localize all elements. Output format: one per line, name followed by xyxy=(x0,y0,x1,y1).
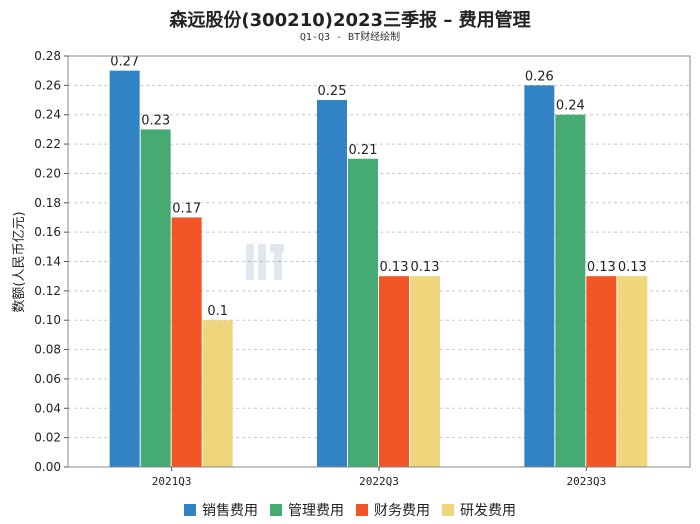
legend-swatch xyxy=(184,504,196,516)
y-tick-label: 0.14 xyxy=(34,255,61,269)
y-tick-label: 0.10 xyxy=(34,313,61,327)
bar xyxy=(317,100,347,468)
legend: 销售费用 管理费用 财务费用 研发费用 xyxy=(0,500,700,520)
x-tick-label: 2021Q3 xyxy=(152,475,192,488)
y-tick-label: 0.18 xyxy=(34,196,61,210)
chart-title: 森远股份(300210)2023三季报 – 费用管理 xyxy=(169,10,531,31)
y-tick-label: 0.00 xyxy=(34,460,61,474)
bar-chart: 0.270.230.170.10.250.210.13 0.130.260.240… xyxy=(12,49,691,488)
chart-subtitle: Q1-Q3 - BT财经绘制 xyxy=(299,32,401,43)
y-tick-label: 0.08 xyxy=(34,343,61,357)
y-tick-label: 0.22 xyxy=(34,137,61,151)
bar-value-label: 0.1 xyxy=(207,304,228,319)
bar-value-label: 0.26 xyxy=(525,69,554,84)
bar xyxy=(348,158,378,467)
bar xyxy=(555,114,586,467)
bar-value-label: 0.27 xyxy=(110,55,139,70)
bar-value-label: 0.13 xyxy=(618,260,647,275)
bar xyxy=(524,85,555,467)
y-axis-label: 数额(人民币亿元) xyxy=(12,211,27,312)
legend-label: 财务费用 xyxy=(374,503,430,519)
bar xyxy=(379,276,409,467)
y-tick-label: 0.06 xyxy=(34,372,61,386)
bar xyxy=(202,320,233,467)
legend-item[interactable]: 财务费用 xyxy=(356,500,430,520)
bar xyxy=(171,217,202,467)
legend-label: 销售费用 xyxy=(202,503,258,519)
bars-group xyxy=(109,70,648,468)
y-tick-labels: 0.00 0.02 0.04 0.06 0.08 0.10 0.12 0.14 0.16 0.18… xyxy=(34,49,68,474)
y-tick-label: 0.26 xyxy=(34,78,61,92)
x-tick-label: 2023Q3 xyxy=(566,475,606,488)
y-tick-label: 0.28 xyxy=(34,49,61,63)
bar-value-label: 0.13 xyxy=(587,260,616,275)
bar-value-label: 0.23 xyxy=(141,113,170,128)
y-tick-label: 0.16 xyxy=(34,225,61,239)
bar-value-label: 0.13 xyxy=(380,260,409,275)
x-tick-label: 2022Q3 xyxy=(359,475,399,488)
legend-swatch xyxy=(442,504,454,516)
bar-value-label: 0.24 xyxy=(556,99,585,114)
legend-item[interactable]: 研发费用 xyxy=(442,500,516,520)
bar xyxy=(586,276,617,467)
watermark xyxy=(246,244,284,280)
bar-value-label: 0.21 xyxy=(349,143,378,158)
bar-labels-group: 0.270.230.170.10.250.210.13 0.130.260.240… xyxy=(110,55,647,320)
bar xyxy=(410,276,440,467)
legend-swatch xyxy=(270,504,282,516)
bar-value-label: 0.25 xyxy=(318,84,347,99)
bar-value-label: 0.17 xyxy=(172,201,201,216)
bar xyxy=(140,129,171,467)
y-tick-label: 0.20 xyxy=(34,166,61,180)
legend-swatch xyxy=(356,504,368,516)
y-tick-label: 0.02 xyxy=(34,431,61,445)
y-tick-label: 0.12 xyxy=(34,284,61,298)
bar-value-label: 0.13 xyxy=(411,260,440,275)
legend-item[interactable]: 管理费用 xyxy=(270,500,344,520)
y-tick-label: 0.04 xyxy=(34,401,61,415)
legend-label: 研发费用 xyxy=(460,503,516,519)
bar xyxy=(617,276,648,467)
x-tick-labels: 2021Q3 2022Q3 2023Q3 xyxy=(152,467,606,488)
y-tick-label: 0.24 xyxy=(34,108,61,122)
bar xyxy=(109,70,140,467)
legend-label: 管理费用 xyxy=(288,503,344,519)
legend-item[interactable]: 销售费用 xyxy=(184,500,258,520)
